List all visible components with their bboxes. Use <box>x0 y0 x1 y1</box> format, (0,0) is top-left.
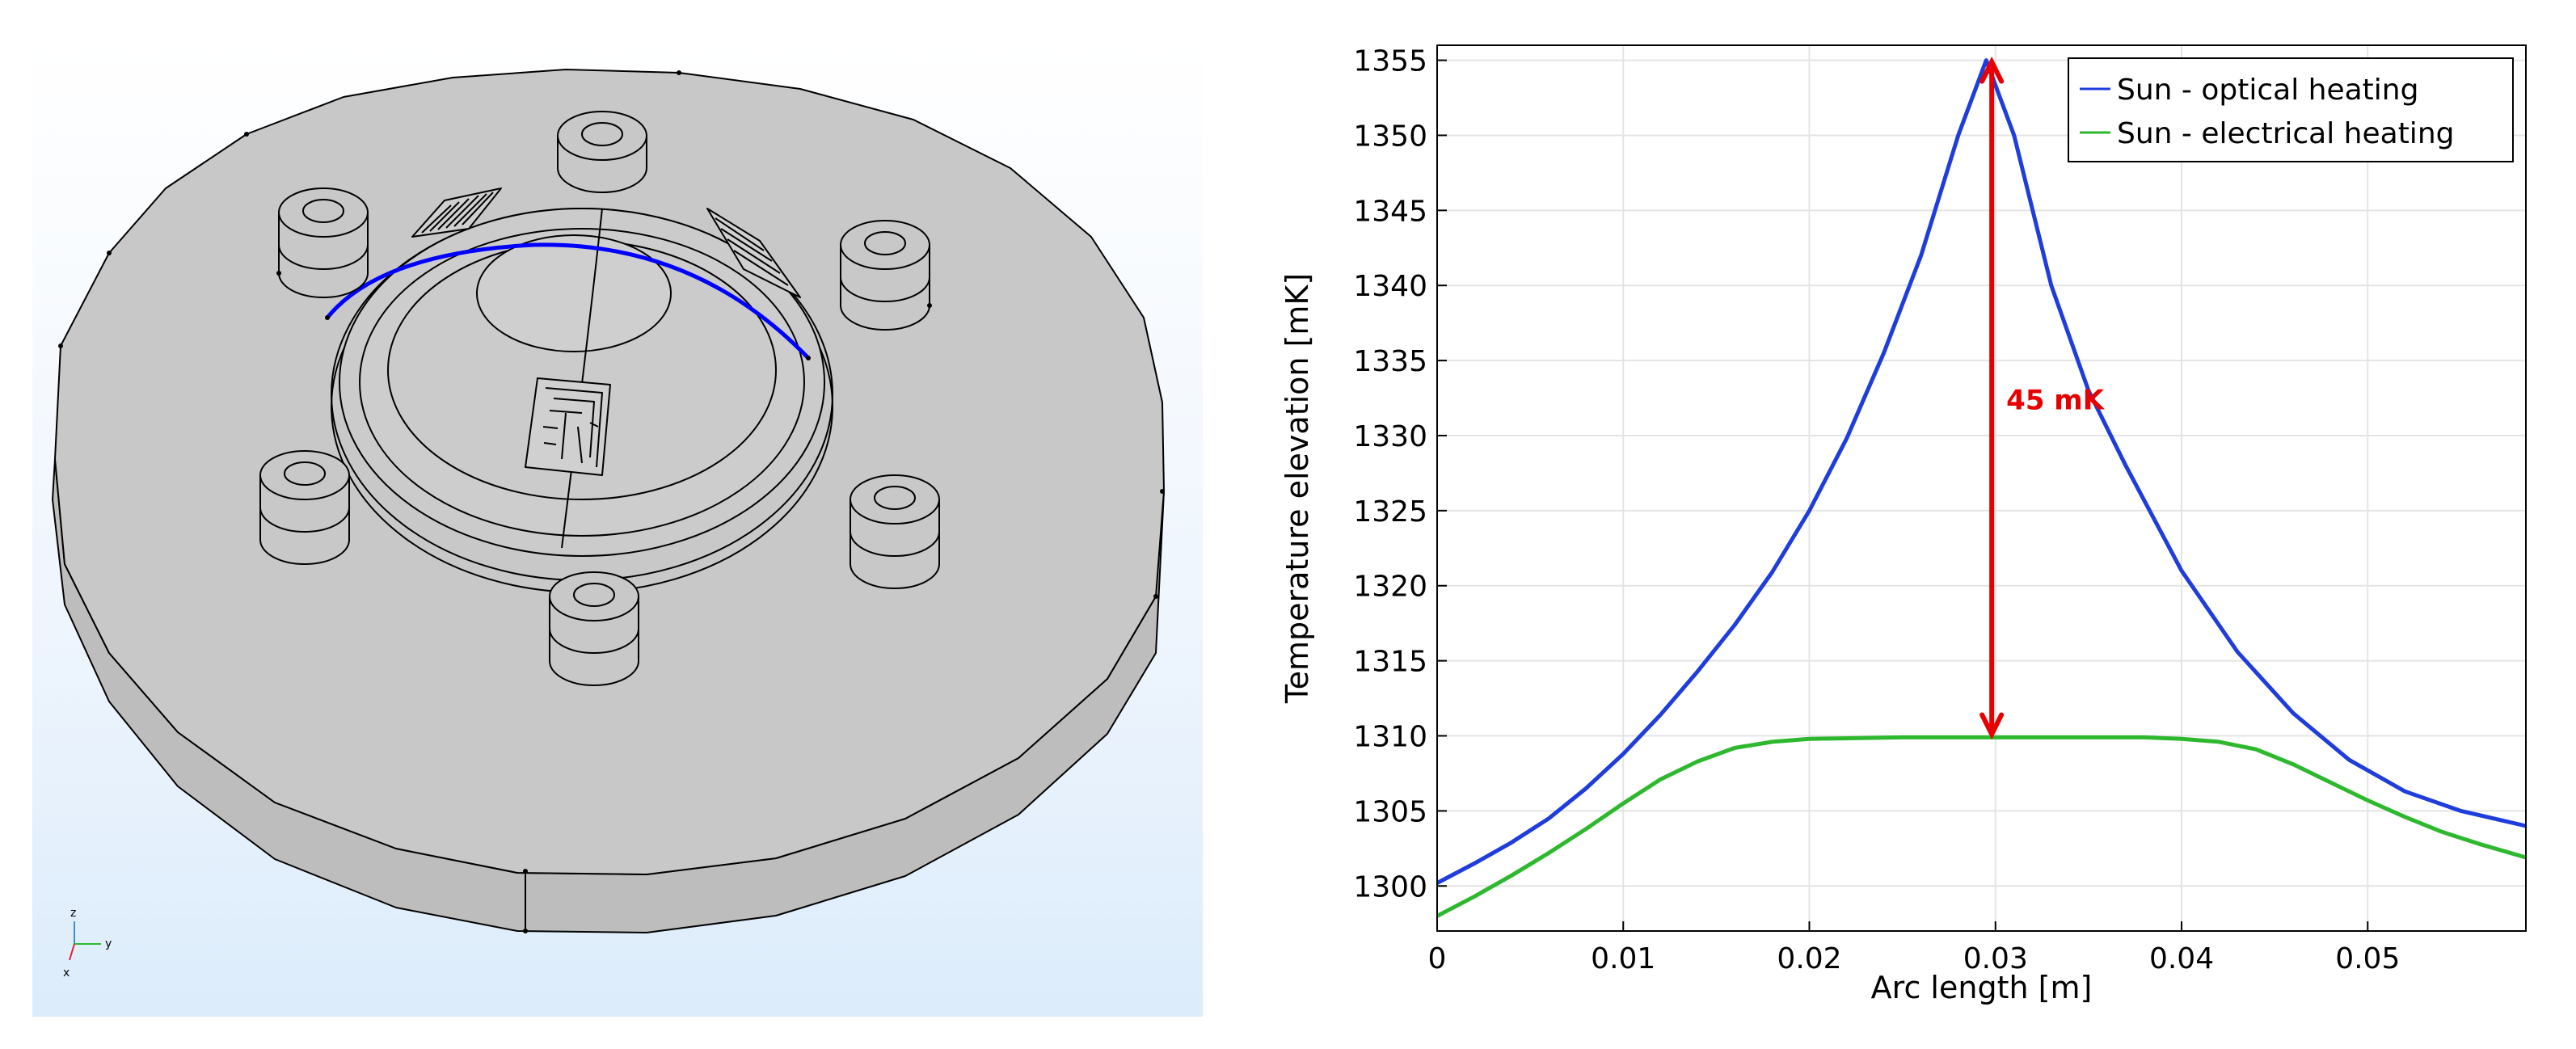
screw-boss-lower-right <box>850 474 940 589</box>
x-tick-label: 0.04 <box>2149 942 2214 975</box>
screw-boss-lower-left <box>259 450 350 565</box>
screw-boss-bottom <box>549 571 639 686</box>
triad-z-label: z <box>70 907 76 920</box>
legend-box <box>2068 57 2514 162</box>
y-tick-label: 1345 <box>1353 195 1427 228</box>
legend: Sun - optical heating Sun - electrical he… <box>2068 57 2514 162</box>
x-tick-label: 0.02 <box>1777 942 1841 975</box>
screw-boss-upper-left <box>278 187 369 298</box>
x-tick-label: 0.01 <box>1591 942 1655 975</box>
annotation-arrow-head-top <box>1979 56 2005 84</box>
annotation-arrow-head-bottom <box>1979 712 2005 740</box>
y-tick-label: 1325 <box>1353 495 1427 529</box>
y-tick-label: 1330 <box>1353 420 1427 453</box>
dome-cap <box>476 234 672 352</box>
y-tick-label: 1350 <box>1353 120 1427 153</box>
y-tick-label: 1305 <box>1353 795 1427 828</box>
vertex-dots <box>58 70 1165 933</box>
x-axis-ticks: 0 0.01 0.02 0.03 0.04 0.05 <box>1428 921 2400 975</box>
x-tick-label: 0.05 <box>2335 942 2400 975</box>
y-tick-label: 1355 <box>1353 45 1427 78</box>
geometry-viewport[interactable]: z y x <box>32 39 1203 1017</box>
geometry-model: z y x <box>52 69 1165 979</box>
annotation-layer: 45 mK <box>1979 56 2106 740</box>
screw-boss-upper-right <box>840 220 930 331</box>
chart-svg: 0 0.01 0.02 0.03 0.04 0.05 130013051310131513… <box>1280 44 2527 1005</box>
triad-y-label: y <box>105 937 112 950</box>
y-axis-ticks: 1300 1305 1310 1315 1320 1325 1330 1335 1340 1345… <box>1353 45 1447 904</box>
series-line-1 <box>1436 58 2527 885</box>
dome-seam <box>561 208 603 549</box>
plot-frame <box>1436 44 2527 932</box>
line-chart: 0 0.01 0.02 0.03 0.04 0.05 1300 1305 1310 1315 13… <box>1261 0 2576 1049</box>
legend-entry: Sun - electrical heating <box>2117 117 2454 150</box>
y-axis-label: Temperature elevation [mK] <box>1280 273 1315 704</box>
y-tick-label: 1310 <box>1353 721 1427 754</box>
screw-boss-top <box>557 111 647 193</box>
heater-pattern-center <box>525 377 611 476</box>
annotation-label: 45 mK <box>2006 385 2106 417</box>
y-tick-label: 1320 <box>1353 571 1427 604</box>
series-layer <box>1436 58 2527 918</box>
y-tick-label: 1315 <box>1353 646 1427 679</box>
x-tick-label: 0.03 <box>1963 942 2028 975</box>
y-tick-label: 1335 <box>1353 345 1427 378</box>
y-tick-label: 1300 <box>1353 870 1427 904</box>
heater-pattern-right <box>706 208 801 298</box>
x-axis-label: Arc length [m] <box>1871 970 2093 1005</box>
triad-x-label: x <box>63 967 70 979</box>
legend-entry: Sun - optical heating <box>2117 74 2418 107</box>
x-tick-label: 0 <box>1428 942 1447 975</box>
axis-triad-icon: z y x <box>63 907 112 979</box>
y-tick-label: 1340 <box>1353 270 1427 303</box>
heater-pattern-left <box>411 187 502 238</box>
highlight-arc <box>326 242 810 360</box>
series-line-2 <box>1436 735 2527 918</box>
